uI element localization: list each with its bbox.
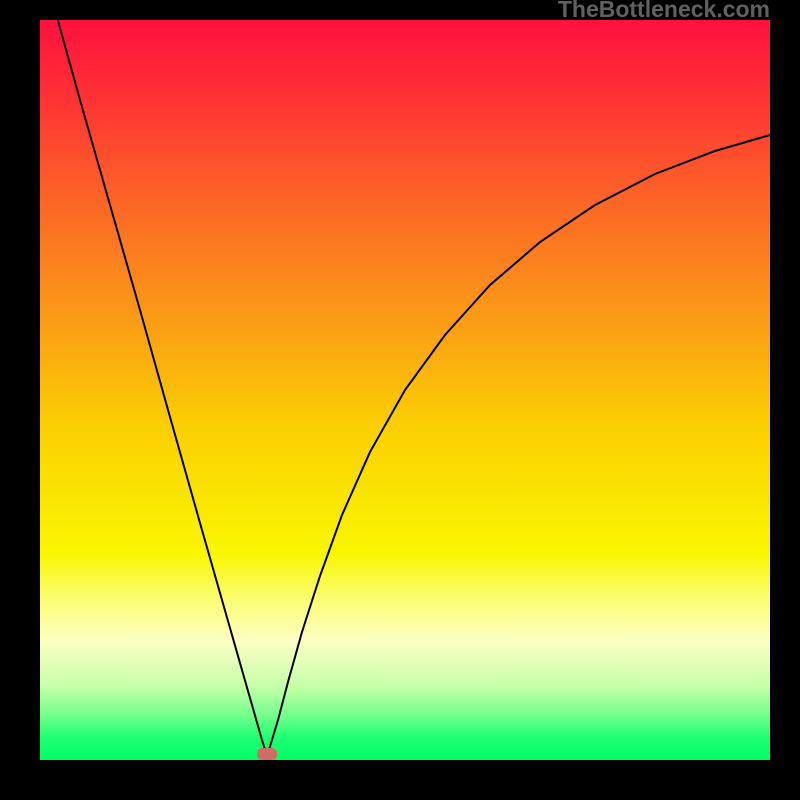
plot-area	[40, 20, 770, 760]
optimum-marker	[257, 748, 277, 760]
watermark: TheBottleneck.com	[558, 0, 770, 23]
bottleneck-curve	[40, 20, 770, 760]
